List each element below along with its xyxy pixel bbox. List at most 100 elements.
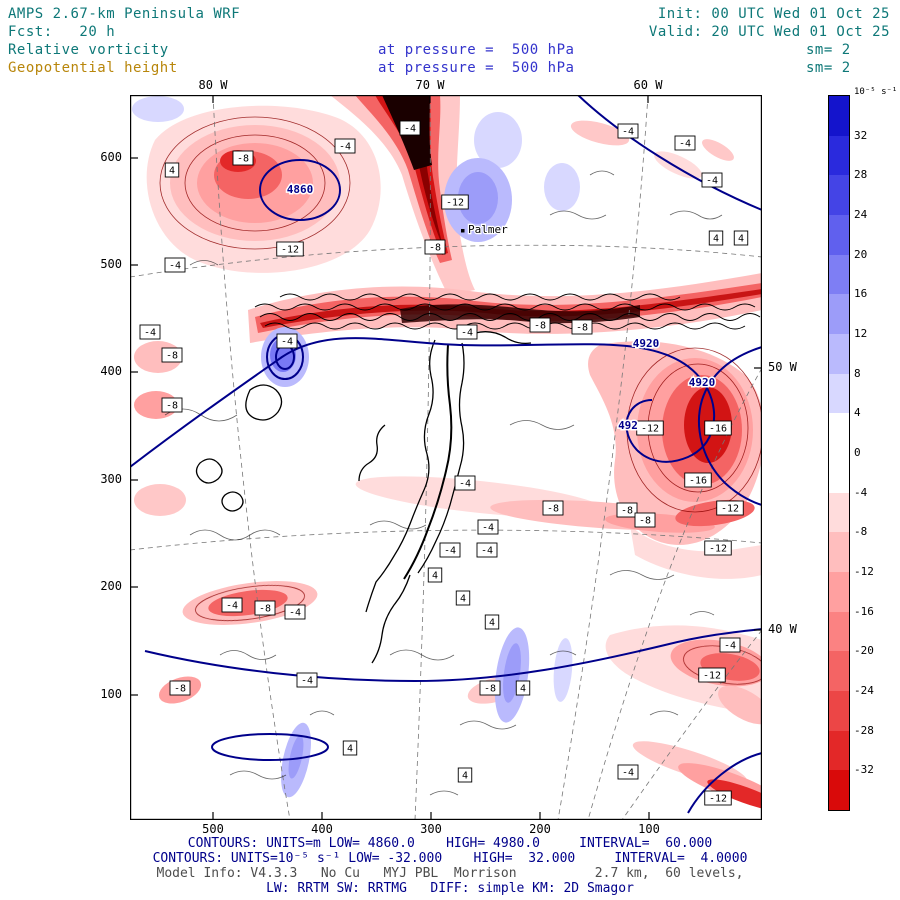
svg-text:-8: -8 xyxy=(621,506,633,517)
x-axis-tick-label: 300 xyxy=(420,822,442,836)
colorbar-tick-label: -12 xyxy=(854,565,874,578)
colorbar-cell xyxy=(829,730,849,771)
svg-text:-4: -4 xyxy=(339,142,351,153)
colorbar-title: 10⁻⁵ s⁻¹ xyxy=(854,87,898,97)
contour-label: 4 xyxy=(733,230,749,246)
field1-level: at pressure = 500 hPa xyxy=(378,42,575,58)
svg-text:-4: -4 xyxy=(459,479,471,490)
contour-label: -4 xyxy=(617,123,639,139)
svg-text:-12: -12 xyxy=(281,245,299,256)
svg-text:-8: -8 xyxy=(429,243,441,254)
field1-smoothing: sm= 2 xyxy=(806,42,851,58)
contour-label: -12 xyxy=(441,194,469,210)
x-axis-tick-label: 400 xyxy=(311,822,333,836)
model-title: AMPS 2.67-km Peninsula WRF xyxy=(8,6,241,22)
svg-text:4: 4 xyxy=(713,234,719,245)
colorbar-tick-label: 8 xyxy=(854,366,861,380)
field2-smoothing: sm= 2 xyxy=(806,60,851,76)
colorbar-cell xyxy=(829,691,849,731)
forecast-hour: Fcst: 20 h xyxy=(8,24,116,40)
contour-label: -4 xyxy=(334,138,356,154)
colorbar-tick-label: -16 xyxy=(854,604,874,618)
top-longitude-label: 60 W xyxy=(633,78,663,92)
init-time: Init: 00 UTC Wed 01 Oct 25 xyxy=(657,6,890,22)
svg-text:-4: -4 xyxy=(444,546,456,557)
svg-text:-4: -4 xyxy=(301,676,313,687)
svg-text:4: 4 xyxy=(169,166,175,177)
svg-text:-4: -4 xyxy=(404,124,416,135)
colorbar-tick-label: 20 xyxy=(854,247,868,261)
dynamic-labels: -4 -4 -4 -8 -4 4 -12 -4 -12 -8 4 4 -4 -8 -8 -4 -4 -4 -8 -8 -… xyxy=(131,96,761,819)
y-axis-tick-label: 400 xyxy=(100,364,122,378)
contour-label: -12 xyxy=(704,790,732,806)
colorbar-labels: 32 28 24 20 16 12 8 4 0 -4 -8 -12 -16 -20 -24 -28 -32 xyxy=(854,95,890,811)
svg-text:-16: -16 xyxy=(709,424,727,435)
top-longitude-labels: 80 W 70 W 60 W xyxy=(130,78,762,94)
contour-label: -8 xyxy=(169,680,191,696)
svg-text:-4: -4 xyxy=(226,601,238,612)
colorbar-tick-label: 4 xyxy=(854,406,861,420)
contour-label: -8 xyxy=(424,239,446,255)
colorbar-cell xyxy=(829,453,849,493)
contour-label: -8 xyxy=(529,317,551,333)
contours-vorticity-caption: CONTOURS: UNITS=10⁻⁵ s⁻¹ LOW= -32.000 HI… xyxy=(152,851,748,866)
svg-text:-8: -8 xyxy=(237,154,249,165)
x-axis-tick-label: 500 xyxy=(202,822,224,836)
contour-label: 4 xyxy=(515,680,531,696)
top-longitude-label: 80 W xyxy=(198,78,228,92)
svg-text:-16: -16 xyxy=(689,476,707,487)
contour-label: -8 xyxy=(616,502,638,518)
svg-text:-12: -12 xyxy=(703,671,721,682)
contour-label: -4 xyxy=(399,120,421,136)
svg-text:4: 4 xyxy=(520,684,526,695)
plot-border xyxy=(130,95,762,820)
height-contour-label: 4920 xyxy=(689,376,716,389)
svg-text:-4: -4 xyxy=(281,337,293,348)
colorbar-cell xyxy=(829,373,849,414)
contour-label: -4 xyxy=(454,475,476,491)
svg-text:-12: -12 xyxy=(709,544,727,555)
contour-label: 4 xyxy=(457,767,473,783)
contour-label: -4 xyxy=(476,542,498,558)
colorbar-tick-label: 32 xyxy=(854,128,868,142)
right-longitude-labels: 50 W 40 W xyxy=(766,95,810,820)
contour-label: -8 xyxy=(479,680,501,696)
colorbar-cell xyxy=(829,413,849,454)
svg-text:4: 4 xyxy=(738,234,744,245)
colorbar-cell xyxy=(829,770,849,811)
y-axis-labels: 600 500 400 300 200 100 xyxy=(92,95,126,820)
contour-label: -12 xyxy=(636,420,664,436)
contour-label: -4 xyxy=(477,519,499,535)
svg-text:-8: -8 xyxy=(259,604,271,615)
svg-text:-8: -8 xyxy=(547,504,559,515)
height-contour-label: 492 xyxy=(618,419,638,432)
svg-text:-4: -4 xyxy=(169,261,181,272)
svg-text:-12: -12 xyxy=(446,198,464,209)
colorbar-cell xyxy=(829,96,849,136)
svg-text:-4: -4 xyxy=(622,127,634,138)
svg-text:-4: -4 xyxy=(144,328,156,339)
contour-label: -12 xyxy=(704,540,732,556)
contour-label: 4 xyxy=(708,230,724,246)
top-longitude-label: 70 W xyxy=(415,78,445,92)
colorbar-cell xyxy=(829,175,849,216)
contour-label: -4 xyxy=(674,135,696,151)
y-axis-tick-label: 200 xyxy=(100,579,122,593)
station-label: Palmer xyxy=(468,223,508,236)
svg-text:-8: -8 xyxy=(534,321,546,332)
contour-label: -12 xyxy=(276,241,304,257)
contour-label: -4 xyxy=(276,333,298,349)
contour-label: -4 xyxy=(164,257,186,273)
contour-label: -8 xyxy=(161,397,183,413)
y-axis-tick-label: 500 xyxy=(100,257,122,271)
contour-label: 4 xyxy=(164,162,180,178)
colorbar-cell xyxy=(829,254,849,295)
contour-label: -16 xyxy=(704,420,732,436)
svg-text:-8: -8 xyxy=(166,401,178,412)
terrain-band xyxy=(254,293,761,330)
colorbar-cell xyxy=(829,611,849,652)
contour-label: -8 xyxy=(542,500,564,516)
contour-label: -4 xyxy=(701,172,723,188)
contour-label: -8 xyxy=(571,319,593,335)
height-contours xyxy=(130,95,762,814)
